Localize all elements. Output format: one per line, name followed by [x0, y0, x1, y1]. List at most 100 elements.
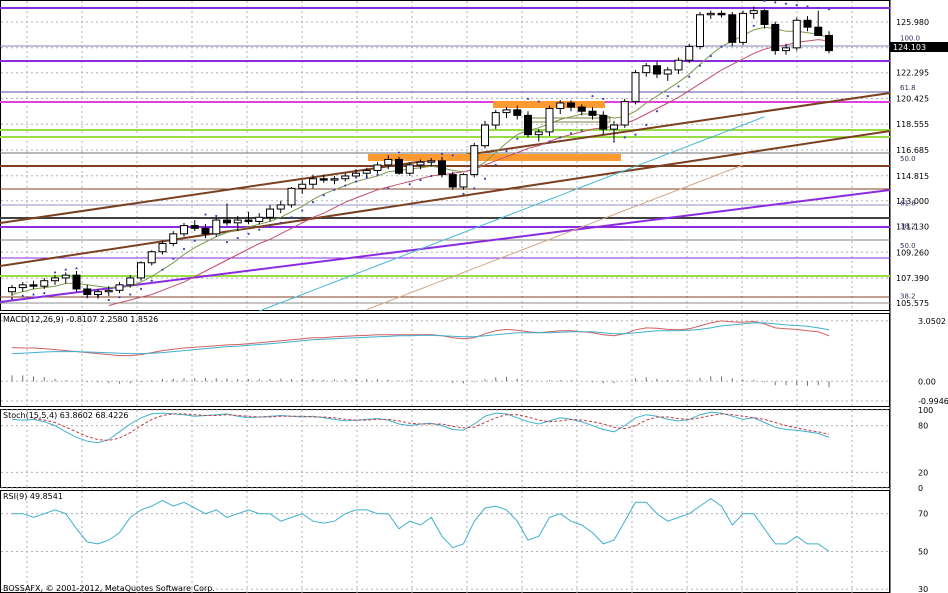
candle-body — [760, 10, 769, 25]
candle-body — [706, 12, 715, 16]
candle — [814, 10, 823, 36]
candle — [459, 173, 468, 190]
psar-dot — [591, 94, 594, 98]
candle — [309, 174, 317, 189]
candle-body — [352, 172, 360, 177]
indicator-tick-label: 70 — [918, 510, 928, 519]
candle — [223, 203, 231, 226]
candle — [792, 17, 801, 51]
psar-dot — [505, 150, 508, 153]
candle — [448, 171, 457, 190]
candle-body — [782, 47, 790, 52]
candle-body — [459, 174, 468, 188]
price-tick-label: 120.425 — [896, 94, 929, 103]
psar-dot — [193, 239, 196, 242]
moving-average-line — [108, 39, 830, 306]
moving-average-line — [259, 116, 765, 312]
candle — [556, 100, 565, 114]
candle-body — [427, 160, 436, 163]
candle-body — [728, 14, 737, 43]
psar-dot — [408, 183, 411, 186]
psar-dot — [376, 173, 379, 176]
indicator-tick-label: 0 — [918, 484, 923, 493]
psar-dot — [290, 216, 293, 219]
psar-dot — [268, 225, 272, 229]
candle-body — [470, 145, 479, 176]
fib-label: 38.2 — [900, 292, 916, 300]
candle-body — [739, 12, 747, 43]
candle-body — [137, 262, 145, 279]
psar-dot — [118, 296, 121, 299]
psar-dot — [580, 129, 583, 132]
candle — [29, 280, 38, 289]
psar-dot — [311, 201, 315, 204]
psar-dot — [344, 184, 347, 187]
psar-dot — [107, 298, 110, 302]
candle — [61, 272, 70, 284]
psar-dot — [161, 268, 164, 271]
stochastic-panel: 100 80 20 0 — [1, 406, 933, 493]
candle-body — [556, 102, 565, 109]
candle-body — [491, 112, 500, 126]
candle — [255, 213, 264, 225]
candle-body — [524, 114, 532, 136]
psar-dot — [333, 188, 336, 191]
rsi-panel: 70 50 30 — [1, 497, 928, 593]
price-tick-label: 122.295 — [896, 69, 929, 78]
candle — [405, 162, 414, 176]
candle-body — [513, 109, 522, 116]
candle-body — [212, 219, 221, 235]
price-tick-label: 111.130 — [896, 223, 929, 232]
candle-body — [169, 233, 178, 244]
candle — [577, 104, 586, 116]
candle-body — [534, 131, 543, 136]
psar-dot — [451, 154, 454, 157]
psar-dot — [258, 228, 261, 231]
candle — [513, 105, 522, 120]
candle-body — [825, 34, 833, 52]
candle-body — [104, 289, 113, 293]
indicator-tick-label: 80 — [918, 422, 928, 431]
candle — [341, 173, 350, 182]
psar-dot — [75, 267, 78, 270]
candle-body — [545, 107, 554, 133]
candle-body — [180, 225, 188, 235]
candle — [72, 271, 81, 292]
indicator-tick-label: 50 — [918, 547, 928, 556]
psar-dot — [397, 151, 401, 154]
candle — [470, 142, 479, 178]
psar-dot — [43, 291, 46, 295]
fib-level-labels: 100.0 61.8 50.0 61.8 38.2 50.0 38.2 — [900, 35, 920, 301]
price-tick-label: 118.555 — [896, 120, 929, 129]
candle-body — [588, 110, 597, 116]
psar-dot — [752, 24, 755, 27]
candle-body — [29, 284, 38, 287]
candle-body — [190, 225, 199, 229]
indicator-line — [12, 497, 830, 552]
psar-dot — [569, 132, 573, 135]
candle-body — [803, 19, 812, 28]
candle-body — [599, 114, 608, 130]
stoch-label: Stoch(15,5,4) 63.8602 68.4226 — [3, 411, 129, 420]
copyright-footer: BOSSAFX, © 2001-2012, MetaQuotes Softwar… — [3, 584, 215, 593]
candle — [782, 43, 790, 55]
psar-dot — [645, 123, 648, 127]
candle-body — [319, 178, 328, 181]
candle — [534, 129, 543, 142]
candle — [94, 288, 102, 299]
candle — [384, 155, 393, 170]
candle-body — [696, 14, 704, 47]
candle — [481, 120, 489, 149]
candle-body — [653, 65, 661, 75]
candle-body — [201, 227, 210, 235]
psar-dot — [720, 45, 723, 48]
candle — [599, 111, 608, 135]
fib-label: 61.8 — [900, 199, 916, 207]
indicator-line — [11, 322, 830, 355]
fib-label: 50.0 — [900, 242, 916, 250]
candle — [760, 9, 769, 29]
candle-body — [384, 158, 393, 166]
psar-dot — [526, 97, 530, 100]
psar-dot — [225, 241, 229, 244]
candle — [803, 16, 812, 32]
